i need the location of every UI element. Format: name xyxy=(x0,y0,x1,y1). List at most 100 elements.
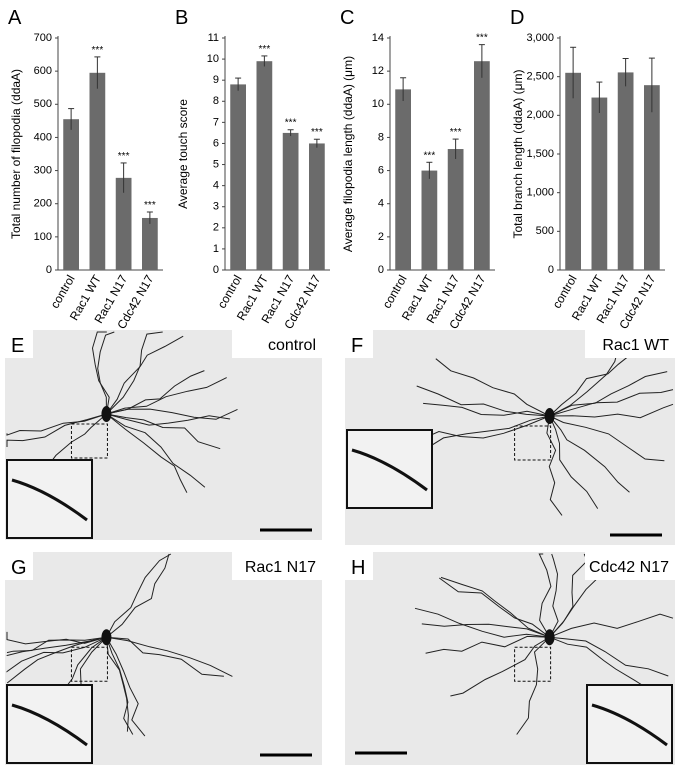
soma xyxy=(544,629,555,646)
dendrite xyxy=(106,636,224,677)
dendrite xyxy=(424,415,550,450)
dendrite xyxy=(106,553,170,638)
dendrite xyxy=(549,415,599,509)
dendrite xyxy=(106,636,233,677)
bar xyxy=(395,89,411,270)
dendrite xyxy=(439,577,550,638)
dendrite xyxy=(546,415,563,516)
y-tick-label: 1,000 xyxy=(526,187,554,199)
image-label: Rac1 N17 xyxy=(245,559,316,576)
bar xyxy=(474,61,490,271)
y-tick-label: 0 xyxy=(213,264,219,276)
panel-letter: D xyxy=(510,7,524,29)
y-tick-label: 2 xyxy=(378,231,384,243)
inset xyxy=(346,429,433,509)
dendrite xyxy=(105,637,129,732)
dendrite xyxy=(549,636,669,677)
significance: *** xyxy=(92,45,104,56)
significance: *** xyxy=(311,127,323,138)
inset-branch xyxy=(351,448,428,492)
bar xyxy=(89,72,106,270)
significance: *** xyxy=(259,44,271,55)
dendrite xyxy=(106,377,227,415)
y-tick-label: 500 xyxy=(34,98,52,110)
dendrite xyxy=(549,415,630,493)
dendrite xyxy=(516,636,550,735)
panel-letter: B xyxy=(175,7,188,29)
y-tick-label: 2,000 xyxy=(526,109,554,121)
bar xyxy=(230,84,246,271)
soma xyxy=(101,629,112,646)
letter-bg xyxy=(345,552,373,580)
letter-bg xyxy=(5,330,33,358)
image-letter: E xyxy=(11,335,24,357)
dendrite xyxy=(105,553,172,638)
y-tick-label: 8 xyxy=(378,131,384,143)
dendrite xyxy=(106,636,146,737)
y-axis-label: Total branch length (ddaA) (μm) xyxy=(511,70,525,239)
y-tick-label: 400 xyxy=(34,131,52,143)
inset-branch xyxy=(11,703,88,747)
y-tick-label: 6 xyxy=(378,164,384,176)
dendrite xyxy=(106,413,188,493)
bar xyxy=(115,177,132,270)
dendrite xyxy=(549,403,674,419)
dendrite xyxy=(549,415,665,462)
image-label: Rac1 WT xyxy=(602,337,669,354)
significance: *** xyxy=(450,127,462,138)
label-bg xyxy=(585,552,675,580)
y-axis-label: Average filopodia length (ddaA) (μm) xyxy=(341,56,355,252)
dendrite xyxy=(416,385,550,417)
dendrite xyxy=(549,613,674,638)
bar xyxy=(63,119,79,270)
y-tick-label: 3 xyxy=(213,201,219,213)
panel-letter: C xyxy=(340,7,354,29)
label-bg xyxy=(585,330,675,358)
bar xyxy=(447,149,464,270)
y-tick-label: 7 xyxy=(213,116,219,128)
y-tick-label: 100 xyxy=(34,231,52,243)
y-tick-label: 4 xyxy=(378,198,384,210)
image-letter: H xyxy=(351,557,365,579)
letter-bg xyxy=(5,552,33,580)
y-tick-label: 300 xyxy=(34,164,52,176)
y-tick-label: 2,500 xyxy=(526,71,554,83)
image-label: control xyxy=(268,337,316,354)
significance: *** xyxy=(424,150,436,161)
significance: *** xyxy=(118,151,130,162)
dendrite xyxy=(106,413,231,426)
dendrite xyxy=(91,331,110,415)
dendrite xyxy=(549,371,668,417)
dendrite xyxy=(549,636,658,696)
soma xyxy=(101,406,112,422)
y-tick-label: 0 xyxy=(378,264,384,276)
zoom-box xyxy=(514,425,552,461)
dendrite xyxy=(421,623,550,638)
y-tick-label: 2 xyxy=(213,222,219,234)
y-tick-label: 12 xyxy=(372,65,384,77)
significance: *** xyxy=(285,118,297,129)
dendrite xyxy=(417,415,550,442)
bar xyxy=(565,72,581,270)
dendrite xyxy=(414,607,550,638)
y-tick-label: 0 xyxy=(548,264,554,276)
zoom-box xyxy=(514,646,552,682)
label-bg xyxy=(232,330,322,358)
y-tick-label: 700 xyxy=(34,32,52,44)
dendrite xyxy=(106,413,221,450)
dendrite xyxy=(450,636,550,697)
y-tick-label: 9 xyxy=(213,74,219,86)
dendrite xyxy=(423,402,550,417)
label-bg xyxy=(232,552,322,580)
y-tick-label: 10 xyxy=(372,98,384,110)
dendrite xyxy=(549,389,674,417)
dendrite xyxy=(6,413,107,436)
dendrite xyxy=(6,636,107,684)
y-tick-label: 6 xyxy=(213,137,219,149)
image-letter: F xyxy=(351,335,363,357)
dendrite xyxy=(6,636,107,654)
y-tick-label: 8 xyxy=(213,95,219,107)
inset-branch xyxy=(591,703,668,747)
y-axis-label: Average touch score xyxy=(176,99,190,209)
